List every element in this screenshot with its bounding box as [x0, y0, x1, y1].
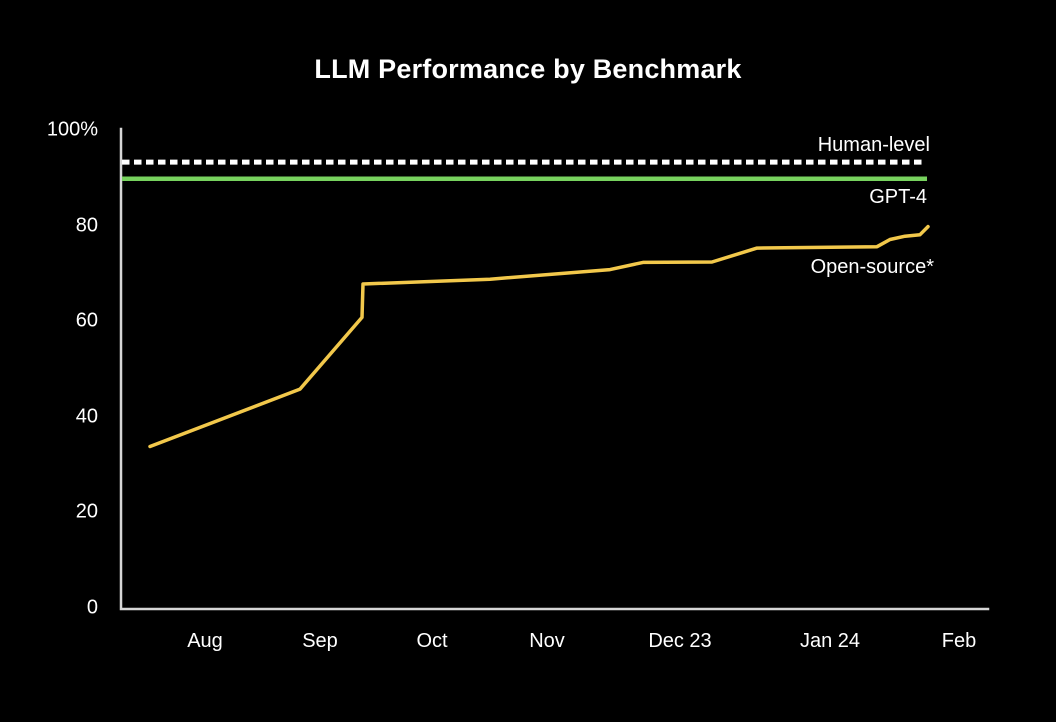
x-tick-label: Jan 24: [799, 630, 861, 652]
open-source-line: [148, 224, 930, 449]
x-tick-label: Dec 23: [648, 630, 712, 652]
y-tick-label: 80: [75, 214, 98, 237]
x-tick-label: Oct: [416, 630, 448, 652]
x-tick-label: Nov: [529, 630, 565, 652]
axis-lines: [119, 127, 990, 611]
chart-title: LLM Performance by Benchmark: [314, 54, 742, 84]
x-tick-label: Sep: [302, 630, 338, 652]
x-tick-label: Feb: [941, 630, 977, 652]
y-tick-label: 40: [75, 405, 98, 428]
annotation-gpt4: GPT-4: [869, 186, 927, 208]
annotation-open-source: Open-source*: [810, 256, 934, 278]
y-tick-label: 20: [75, 500, 98, 523]
annotation-human-level: Human-level: [817, 134, 930, 156]
y-tick-label: 100%: [46, 118, 98, 141]
y-tick-label: 60: [75, 309, 98, 332]
x-tick-label: Aug: [187, 630, 223, 652]
y-tick-label: 0: [86, 596, 98, 619]
